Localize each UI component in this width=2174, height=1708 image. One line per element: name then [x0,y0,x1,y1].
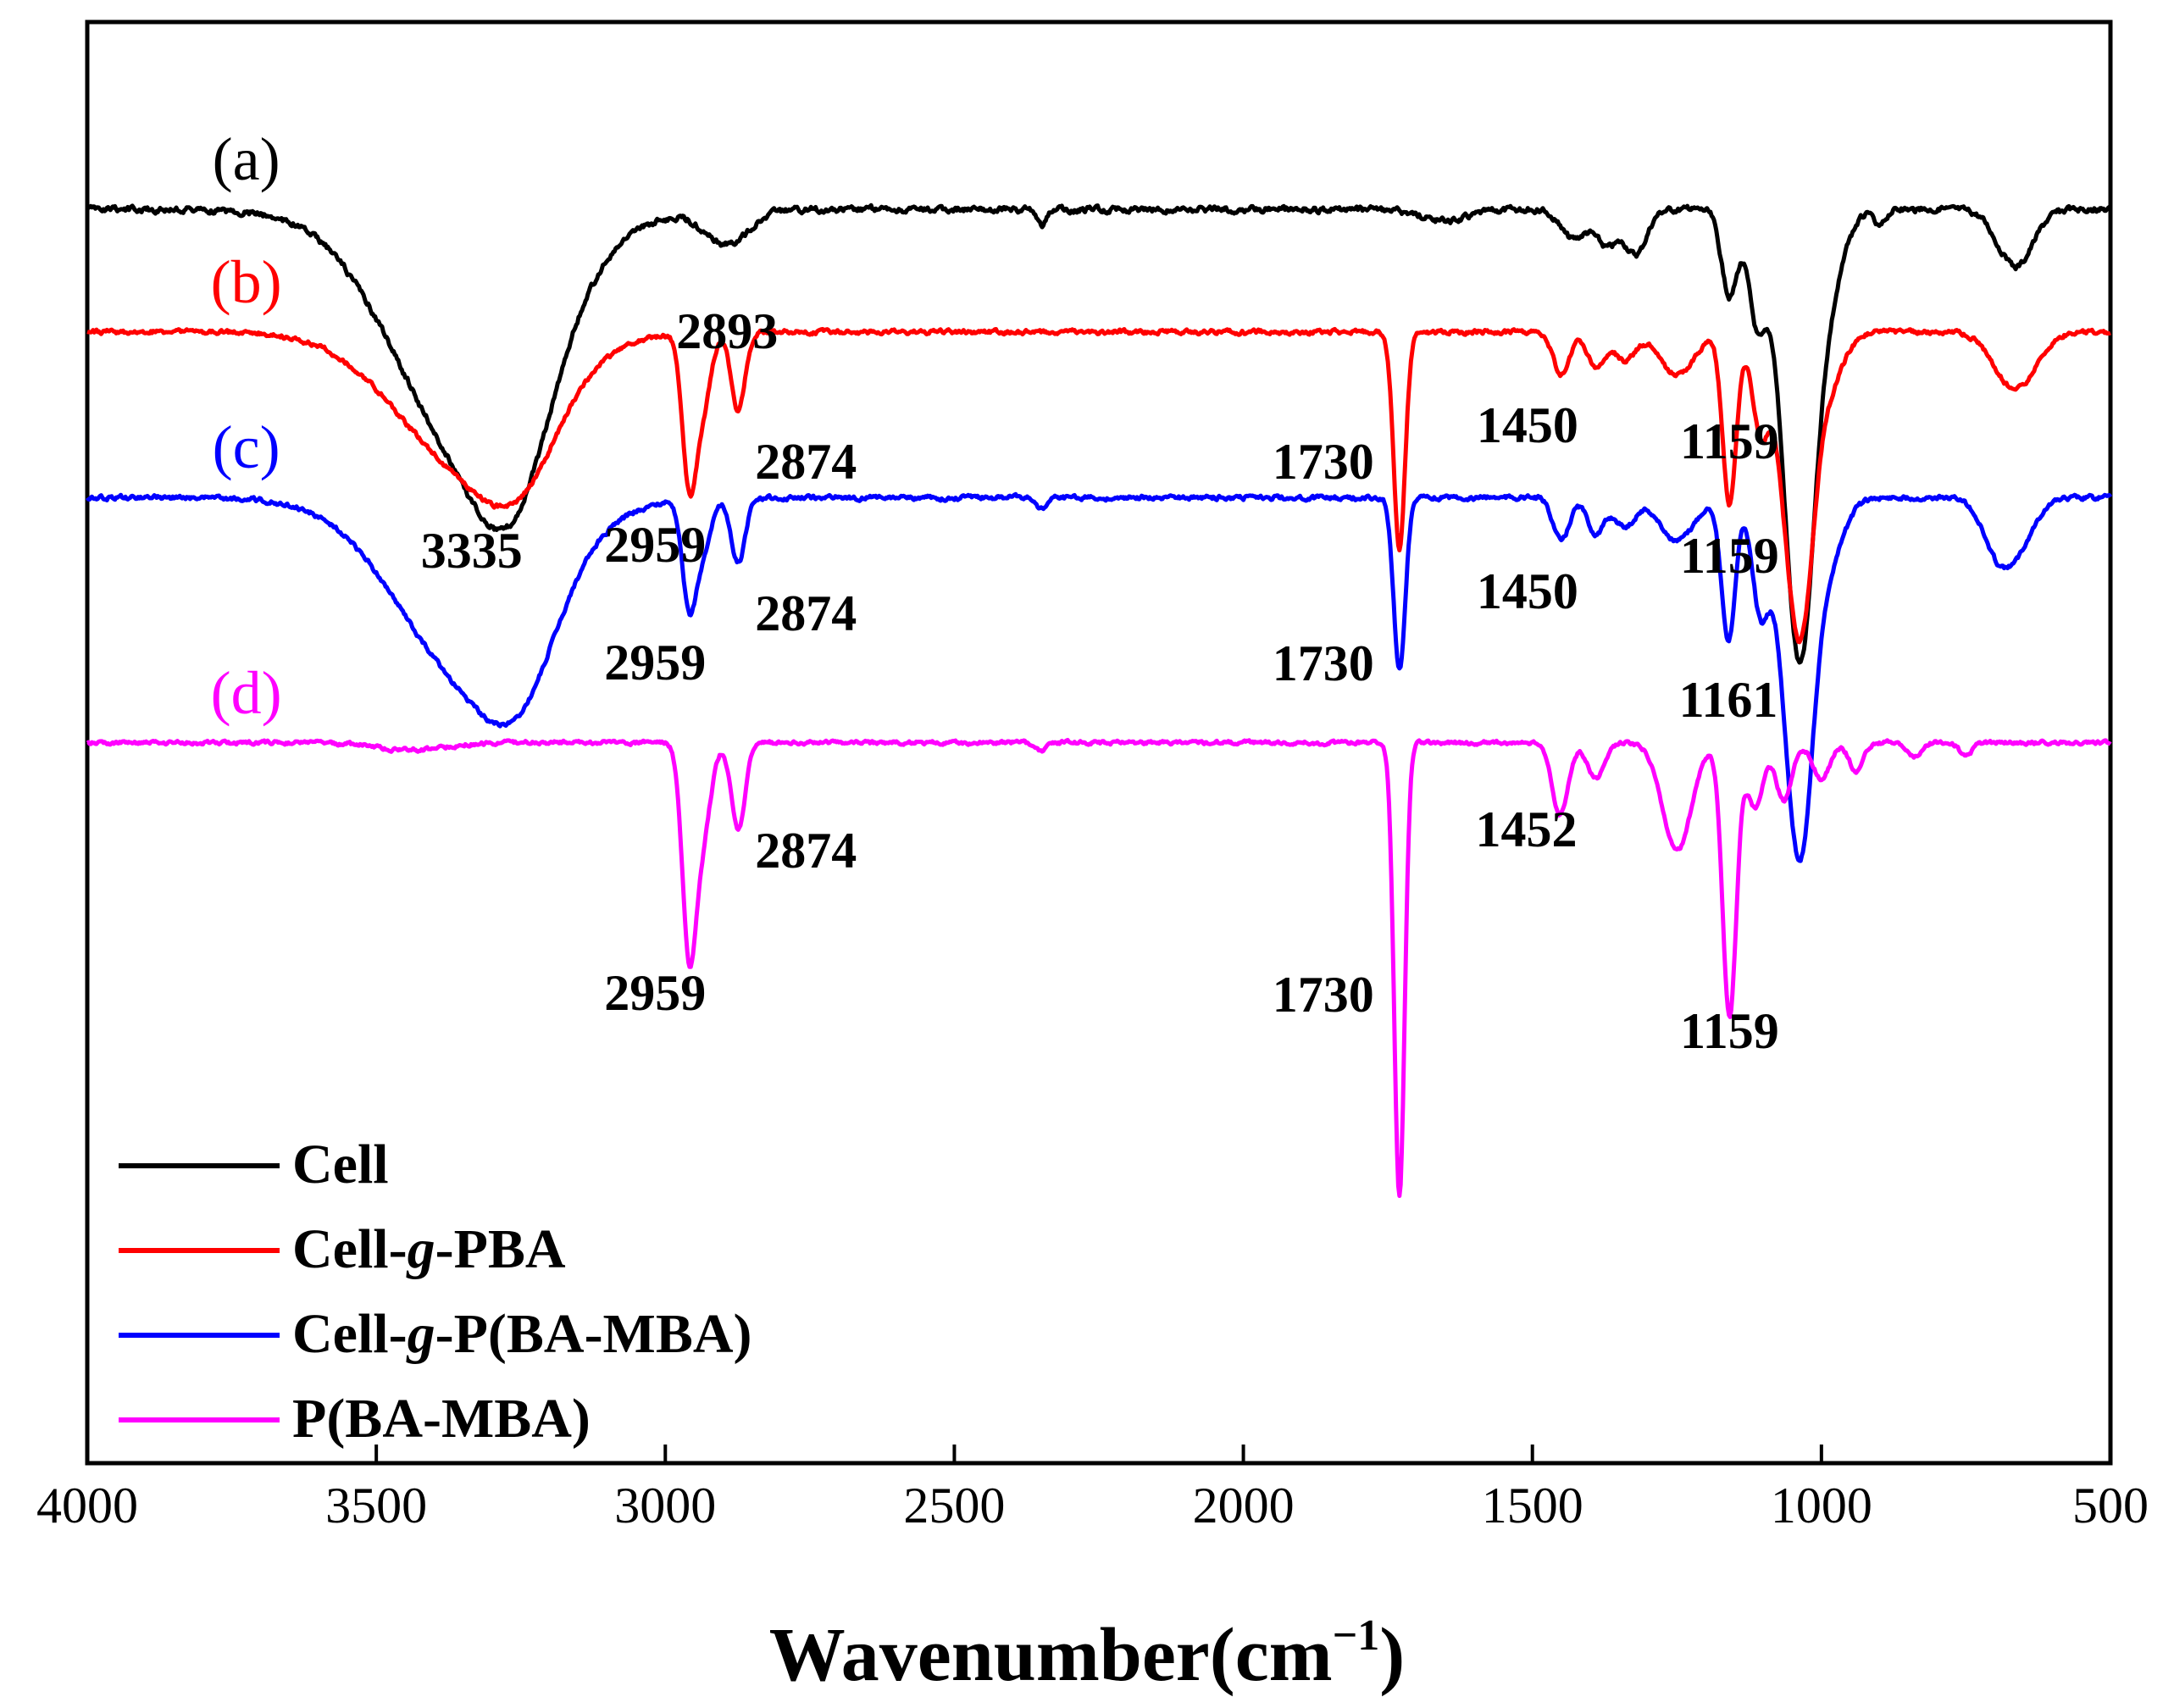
legend: Cell Cell-g-PBA Cell-g-P(BA-MBA) P(BA-MBA) [119,1131,881,1470]
legend-label-part: Cell- [292,1303,408,1365]
series-line-2 [86,491,2113,863]
x-tick-label: 3000 [614,1478,717,1533]
legend-label-part: Cell [292,1134,389,1195]
x-tick-label: 500 [2072,1478,2149,1533]
x-axis-title-text: Wavenumber [768,1613,1210,1697]
legend-label-part: P(BA-MBA) [292,1388,591,1450]
peak-label: 1730 [1272,967,1374,1023]
legend-label-part: -P(BA-MBA) [435,1303,752,1365]
legend-item: Cell [119,1131,881,1216]
peak-label: 1450 [1476,397,1578,454]
peak-label: 2874 [755,433,857,490]
legend-label: P(BA-MBA) [292,1385,591,1452]
panel-label: (c) [212,413,280,482]
peak-label: 2959 [604,965,707,1022]
series-line-1 [86,326,2112,645]
peak-label: 1730 [1272,433,1374,490]
panel-label: (a) [212,125,280,194]
peak-label: 1730 [1272,635,1374,691]
x-axis-title-close: ) [1379,1613,1406,1697]
legend-swatch [119,1417,280,1422]
peak-label: 2959 [604,516,707,573]
series-line-3 [86,737,2112,1198]
peak-label: 1159 [1680,528,1779,585]
legend-item: Cell-g-P(BA-MBA) [119,1300,881,1385]
legend-label-part: -PBA [435,1218,566,1280]
x-tick-label: 2000 [1192,1478,1295,1533]
peak-label: 2959 [604,634,707,690]
x-tick-label: 3500 [325,1478,428,1533]
x-axis-title-unit: (cm [1209,1613,1333,1697]
peak-label: 2874 [755,823,857,879]
x-tick-label: 1000 [1770,1478,1872,1533]
legend-label: Cell [292,1131,389,1198]
legend-swatch [119,1163,280,1168]
panel-label: (d) [210,658,282,727]
x-axis-title: Wavenumber(cm−1) [769,1614,1406,1694]
peak-label: 2874 [755,585,857,641]
peak-label: 1452 [1475,801,1578,857]
legend-item: Cell-g-PBA [119,1216,881,1300]
legend-label-part: g [407,1218,435,1280]
peak-label: 2893 [676,302,779,359]
legend-label-part: g [407,1303,435,1365]
series-line-0 [86,202,2112,665]
peak-label: 1159 [1680,1003,1779,1060]
x-tick-label: 2500 [903,1478,1006,1533]
peak-label: 1159 [1680,413,1779,469]
peak-label: 1450 [1476,563,1578,619]
legend-item: P(BA-MBA) [119,1385,881,1470]
legend-label-part: Cell- [292,1218,408,1280]
legend-swatch [119,1248,280,1253]
peak-label: 3335 [420,523,523,580]
peak-label: 1161 [1678,672,1778,729]
x-tick-label: 1500 [1481,1478,1583,1533]
legend-swatch [119,1333,280,1338]
x-tick-label: 4000 [36,1478,138,1533]
x-axis-title-exponent: −1 [1332,1611,1380,1660]
legend-label: Cell-g-P(BA-MBA) [292,1300,752,1367]
panel-label: (b) [210,247,282,316]
legend-label: Cell-g-PBA [292,1216,566,1283]
